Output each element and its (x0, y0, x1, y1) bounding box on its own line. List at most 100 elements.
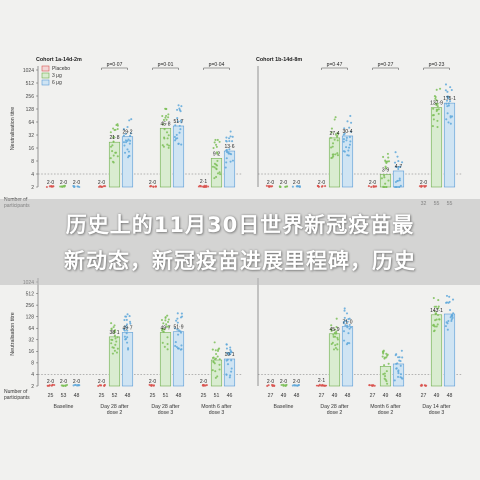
data-point (385, 356, 388, 359)
data-point (330, 127, 333, 130)
data-point (345, 312, 349, 315)
data-point (399, 376, 402, 379)
data-point (103, 383, 106, 387)
data-point (50, 384, 53, 387)
x-category-label: dose 2 (378, 410, 394, 416)
data-point (394, 165, 397, 168)
bar (172, 331, 185, 387)
data-point (180, 121, 183, 124)
data-point (166, 143, 169, 146)
data-point (436, 323, 439, 326)
data-point (122, 128, 125, 131)
data-point (432, 114, 435, 117)
data-point (333, 138, 336, 141)
bar (121, 332, 134, 387)
data-point (175, 319, 178, 322)
legend-swatch (41, 65, 50, 72)
participants-row-label: participants (4, 395, 30, 401)
data-point (115, 351, 119, 354)
data-point (433, 310, 436, 313)
data-point (229, 348, 232, 351)
data-point (161, 114, 164, 118)
y-axis-label: Neutralisation titre (10, 312, 16, 355)
p-value-label: p=0·27 (378, 62, 394, 68)
data-point (114, 151, 118, 154)
x-category-label: Month 6 after (370, 404, 401, 410)
data-point (176, 120, 180, 123)
data-point (383, 375, 387, 378)
legend-swatch (41, 72, 50, 79)
data-point (420, 185, 423, 188)
data-point (163, 137, 166, 140)
data-point (348, 143, 351, 146)
data-point (177, 329, 180, 332)
data-point (167, 318, 170, 321)
participant-count: 48 (125, 393, 131, 399)
data-point (227, 353, 230, 356)
data-point (434, 319, 437, 322)
significance-bracket (372, 67, 399, 70)
data-point (397, 166, 400, 169)
data-point (334, 153, 337, 156)
data-point (343, 127, 346, 130)
bar (341, 135, 354, 188)
bar (328, 333, 341, 387)
significance-bracket (423, 67, 450, 70)
data-point (334, 344, 337, 347)
data-point (437, 305, 440, 308)
data-point (225, 373, 228, 376)
data-point (53, 383, 56, 387)
data-point (111, 338, 114, 342)
data-point (333, 328, 336, 331)
y-tick-label: 16 (28, 146, 34, 152)
data-point (154, 185, 157, 188)
data-point (218, 363, 221, 366)
data-point (152, 384, 155, 387)
data-point (215, 145, 218, 148)
bar (108, 141, 121, 188)
data-point (382, 373, 385, 376)
data-point (125, 326, 128, 329)
data-point (176, 312, 179, 315)
participant-count: 49 (281, 393, 287, 399)
data-point (125, 141, 128, 144)
bar-value-label: 2·0 (60, 379, 67, 385)
data-point (229, 130, 232, 133)
data-point (166, 348, 169, 351)
bar (443, 102, 456, 188)
data-point (285, 185, 288, 188)
y-tick-label: 32 (28, 133, 34, 139)
data-point (439, 87, 442, 90)
data-point (173, 327, 176, 330)
x-category-label: Day 14 after (422, 404, 451, 410)
bar-value-label: 10·1 (224, 352, 234, 358)
data-point (324, 185, 327, 188)
data-point (211, 348, 214, 351)
data-point (178, 131, 181, 134)
data-point (452, 312, 455, 315)
data-point (214, 138, 217, 142)
bar (430, 107, 443, 188)
data-point (432, 330, 436, 333)
data-point (395, 353, 398, 356)
data-point (383, 174, 386, 177)
data-point (205, 384, 208, 387)
bar (159, 332, 172, 387)
data-point (332, 348, 336, 351)
data-point (399, 184, 402, 187)
data-point (211, 165, 215, 168)
significance-bracket (101, 67, 128, 70)
data-point (125, 318, 128, 321)
bar-value-label: 51·7 (173, 119, 183, 125)
data-point (123, 318, 126, 322)
legend-entry: 3 μg (52, 73, 62, 79)
data-point (152, 185, 155, 188)
data-point (387, 362, 390, 365)
data-point (437, 108, 440, 111)
significance-bracket (321, 67, 348, 70)
data-point (321, 185, 324, 188)
data-point (229, 346, 232, 349)
y-tick-label: 2 (31, 185, 34, 191)
participant-count: 48 (294, 393, 300, 399)
